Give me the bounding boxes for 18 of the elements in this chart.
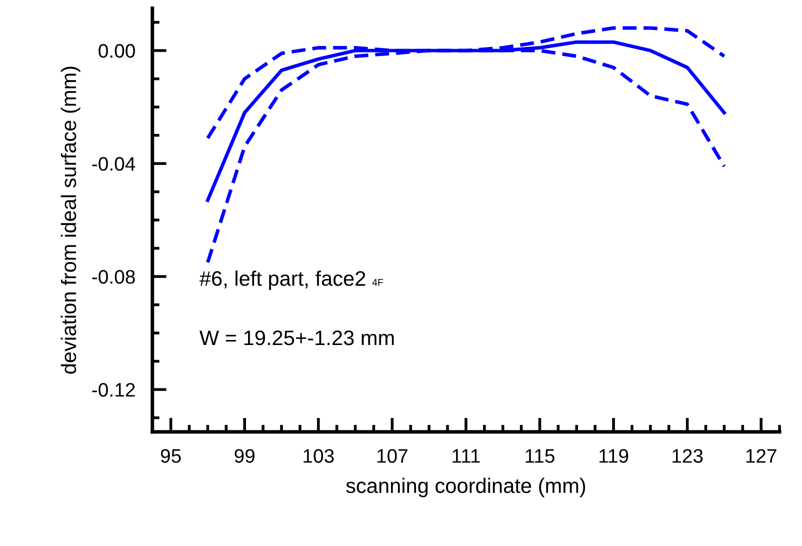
y-tick-label: -0.12: [92, 382, 135, 397]
x-tick-label: 115: [526, 449, 554, 463]
x-tick-label: 95: [160, 449, 181, 463]
annotation: W = 19.25+-1.23 mm: [200, 330, 394, 346]
y-tick-label: -0.08: [92, 270, 135, 284]
x-tick-label: 99: [234, 449, 255, 463]
x-tick-label: 127: [746, 449, 776, 463]
x-tick-label: 123: [672, 449, 703, 463]
x-axis-title: scanning coordinate (mm): [346, 478, 586, 498]
annotation: 4F: [372, 279, 384, 286]
x-tick-label: 119: [600, 449, 628, 463]
x-tick-label: 111: [452, 449, 480, 463]
y-axis-title: deviation from ideal surface (mm): [60, 66, 80, 374]
x-tick-label: 107: [377, 449, 408, 463]
y-tick-label: -0.04: [92, 157, 136, 171]
annotation: #6, left part, face2: [200, 270, 366, 290]
y-tick-label: 0.00: [98, 44, 135, 58]
x-tick-label: 103: [304, 449, 334, 463]
